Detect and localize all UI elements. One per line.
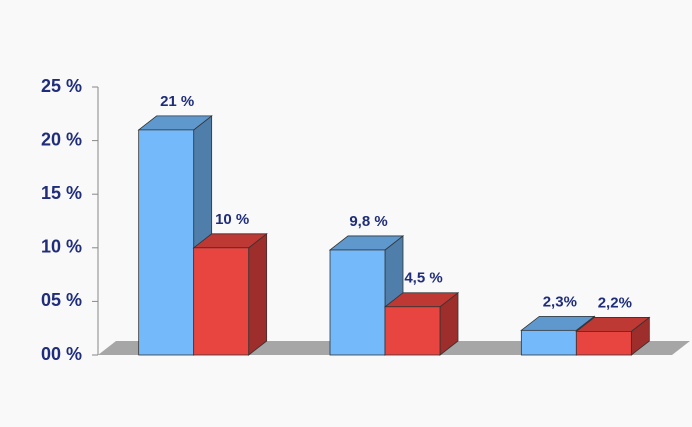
- y-tick-label: 20 %: [41, 129, 82, 149]
- value-label: 10 %: [215, 211, 249, 228]
- y-tick-label: 25 %: [41, 76, 82, 96]
- value-label: 21 %: [160, 93, 194, 110]
- bar: [329, 249, 386, 356]
- y-tick-label: 15 %: [41, 183, 82, 203]
- bar: [575, 331, 632, 356]
- value-label: 4,5 %: [404, 270, 442, 287]
- bar-side: [248, 232, 268, 356]
- bar: [384, 306, 441, 356]
- y-tick-label: 10 %: [41, 237, 82, 257]
- y-tick-label: 05 %: [41, 290, 82, 310]
- bar: [193, 247, 250, 356]
- value-label: 9,8 %: [349, 213, 387, 230]
- value-label: 2,2%: [598, 294, 632, 311]
- bar: [138, 129, 195, 356]
- value-label: 2,3%: [543, 293, 577, 310]
- y-tick-label: 00 %: [41, 344, 82, 364]
- bar: [520, 329, 577, 356]
